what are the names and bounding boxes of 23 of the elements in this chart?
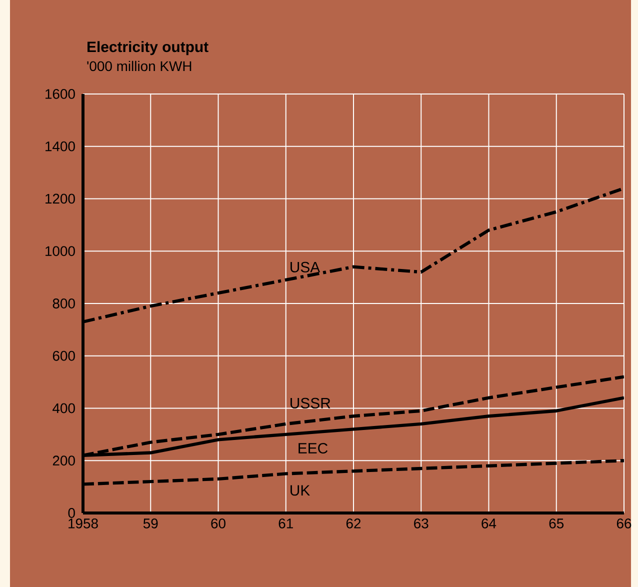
y-tick-label: 1000 xyxy=(46,246,75,256)
x-tick-label: 59 xyxy=(143,518,158,528)
x-tick-label: 60 xyxy=(211,518,226,528)
series-label: USSR xyxy=(290,398,330,408)
x-tick-label: 61 xyxy=(278,518,293,528)
x-tick-label: 65 xyxy=(549,518,564,528)
x-tick-label: 63 xyxy=(414,518,428,528)
y-tick-label: 400 xyxy=(52,403,75,414)
series-label: UK xyxy=(290,485,310,496)
y-tick-label: 1200 xyxy=(46,194,75,204)
x-tick-label: 62 xyxy=(346,518,361,528)
series-label: USA xyxy=(290,262,320,272)
y-tick-label: 1400 xyxy=(46,141,75,152)
chart-subtitle: '000 million KWH xyxy=(87,60,192,72)
y-tick-label: 800 xyxy=(52,298,75,308)
y-tick-label: 0 xyxy=(68,508,75,518)
y-tick-label: 200 xyxy=(52,456,75,466)
x-tick-label: 1958 xyxy=(68,518,98,528)
y-tick-label: 600 xyxy=(52,350,75,361)
chart-title: Electricity output xyxy=(88,41,208,56)
y-tick-label: 1600 xyxy=(46,89,75,99)
x-tick-label: 64 xyxy=(482,518,496,528)
series-label: EEC xyxy=(298,442,328,454)
